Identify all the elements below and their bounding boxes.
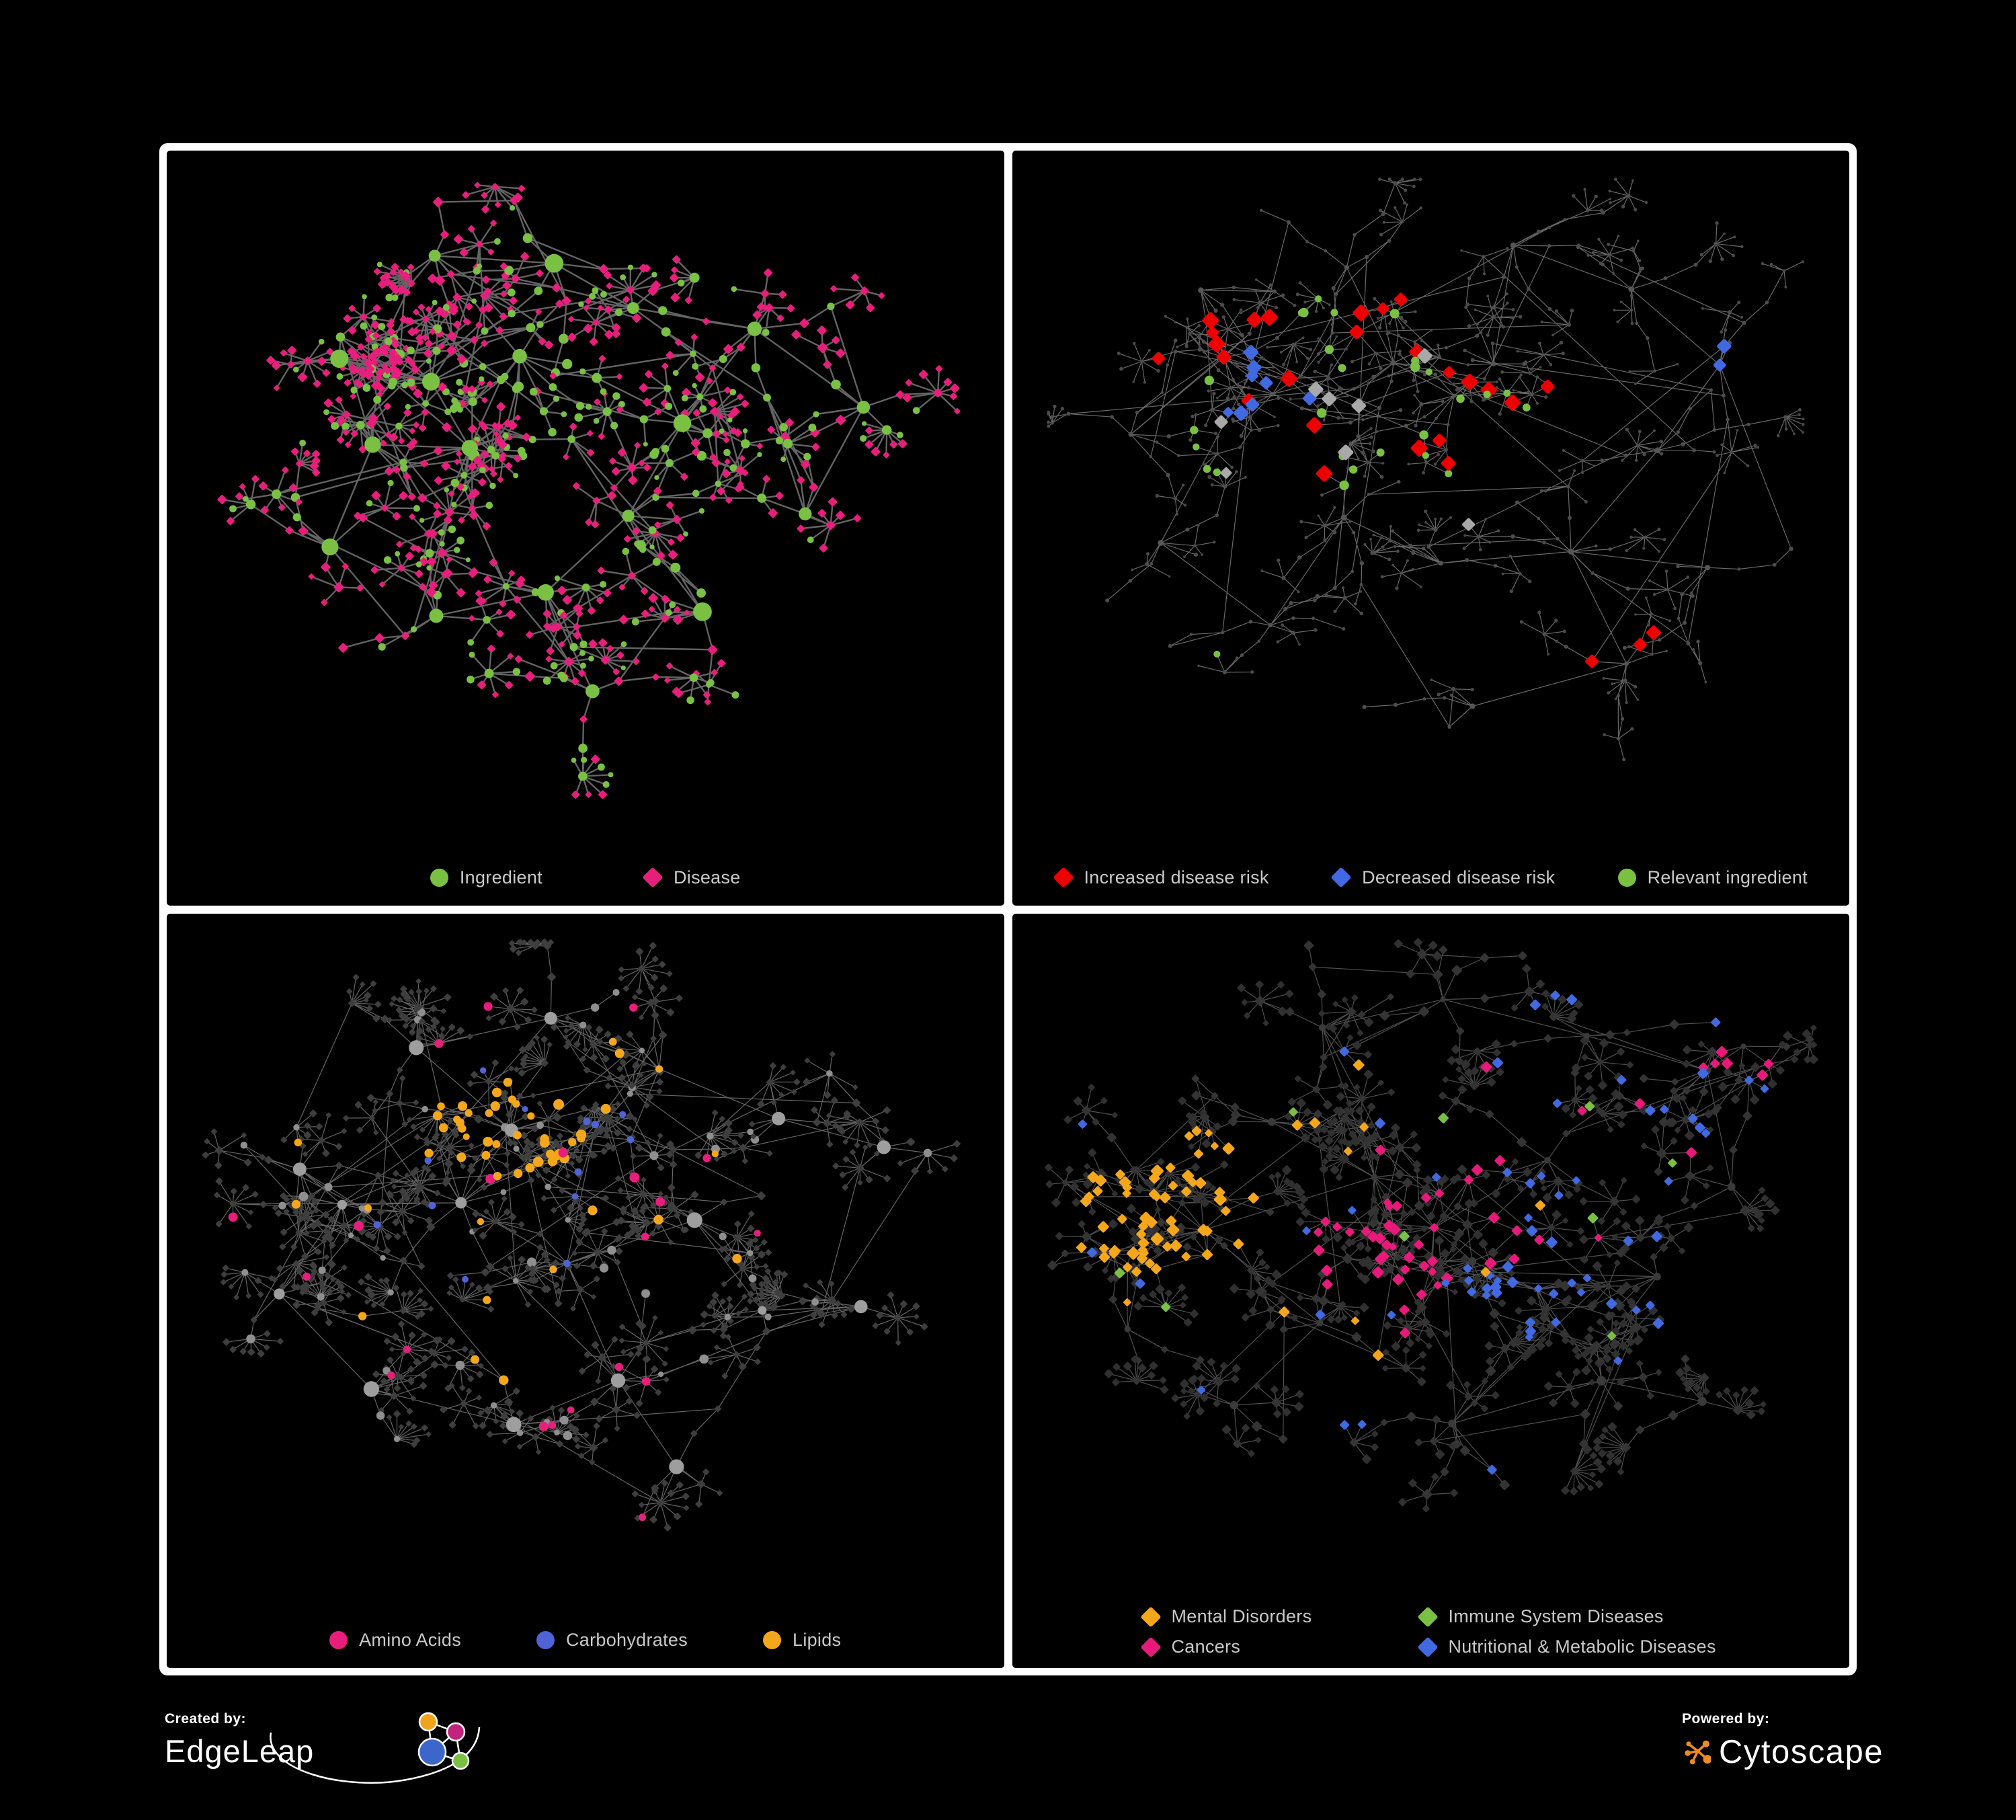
edgeleap-logo-icon — [270, 1712, 481, 1784]
metabolic-diseases-marker-icon — [1416, 1636, 1439, 1658]
edgeleap-branding: Created by: EdgeLeap — [165, 1711, 514, 1812]
legend-item: Increased disease risk — [1052, 867, 1269, 888]
legend-item: Relevant ingredient — [1617, 867, 1808, 888]
legend-item: Nutritional & Metabolic Diseases — [1416, 1636, 1716, 1658]
amino-acids-marker-icon — [329, 1631, 348, 1649]
legend-label: Ingredient — [459, 867, 542, 887]
ingredient-disease-graph — [217, 182, 961, 799]
cytoscape-icon-nodes — [1685, 1740, 1711, 1765]
cytoscape-icon — [1685, 1740, 1711, 1765]
relevant-ingredient-marker-icon — [1617, 868, 1636, 887]
legend-item: Lipids — [763, 1630, 841, 1651]
legend-label: Lipids — [793, 1630, 842, 1650]
legend-disease-risk: Increased disease risk Decreased disease… — [1012, 867, 1850, 888]
legend-label: Carbohydrates — [566, 1630, 688, 1650]
legend-ingredient-disease: Ingredient Disease — [167, 867, 1004, 888]
panel-ingredient-disease: Ingredient Disease — [167, 151, 1004, 906]
macronutrient-graph — [202, 938, 961, 1532]
legend-item: Carbohydrates — [536, 1630, 688, 1651]
legend-label: Mental Disorders — [1171, 1606, 1312, 1626]
carbohydrates-marker-icon — [536, 1631, 555, 1649]
edgeleap-node-green — [451, 1751, 470, 1770]
legend-label: Decreased disease risk — [1362, 867, 1556, 887]
edgeleap-node-orange — [418, 1712, 438, 1732]
legend-disease-categories: Mental Disorders Immune System Diseases … — [1139, 1606, 1716, 1658]
legend-label: Disease — [673, 867, 741, 887]
ingredient-marker-icon — [430, 868, 448, 887]
legend-item: Decreased disease risk — [1330, 867, 1556, 888]
legend-item: Ingredient — [430, 867, 542, 888]
legend-label: Increased disease risk — [1084, 867, 1269, 887]
legend-label: Amino Acids — [359, 1630, 461, 1650]
legend-item: Cancers — [1139, 1636, 1418, 1658]
created-by-label: Created by: — [165, 1711, 247, 1727]
edgeleap-swoosh — [270, 1727, 481, 1784]
cytoscape-branding: Powered by: Cytoscape — [1682, 1711, 1884, 1805]
edgeleap-network — [417, 1712, 470, 1770]
legend-label: Cancers — [1171, 1636, 1241, 1657]
legend-label: Nutritional & Metabolic Diseases — [1448, 1636, 1716, 1657]
panel-disease-risk: Increased disease risk Decreased disease… — [1012, 151, 1850, 906]
figure-frame: Ingredient Disease Increased disease ris… — [159, 143, 1857, 1675]
panel-disease-categories: Mental Disorders Immune System Diseases … — [1012, 913, 1849, 1668]
disease-marker-icon — [642, 867, 663, 888]
legend-item: Amino Acids — [329, 1630, 461, 1651]
cytoscape-wordmark: Cytoscape — [1718, 1734, 1884, 1770]
legend-label: Relevant ingredient — [1647, 867, 1808, 887]
immune-diseases-marker-icon — [1416, 1606, 1439, 1628]
legend-item: Disease — [642, 867, 741, 888]
legend-item: Mental Disorders — [1139, 1606, 1418, 1628]
mental-disorders-marker-icon — [1139, 1606, 1162, 1628]
panel-macronutrients: Amino Acids Carbohydrates Lipids — [167, 913, 1004, 1668]
cancers-marker-icon — [1139, 1636, 1162, 1658]
edgeleap-node-magenta — [446, 1722, 466, 1742]
legend-macronutrients: Amino Acids Carbohydrates Lipids — [167, 1630, 1004, 1651]
legend-item: Immune System Diseases — [1416, 1606, 1716, 1628]
disease-risk-graph — [1046, 177, 1805, 762]
lipids-marker-icon — [763, 1631, 781, 1649]
decreased-risk-marker-icon — [1330, 867, 1352, 888]
increased-risk-marker-icon — [1052, 867, 1074, 888]
powered-by-label: Powered by: — [1682, 1711, 1770, 1727]
disease-category-graph — [1044, 937, 1818, 1512]
edgeleap-node-blue — [417, 1737, 447, 1767]
legend-label: Immune System Diseases — [1448, 1606, 1664, 1626]
